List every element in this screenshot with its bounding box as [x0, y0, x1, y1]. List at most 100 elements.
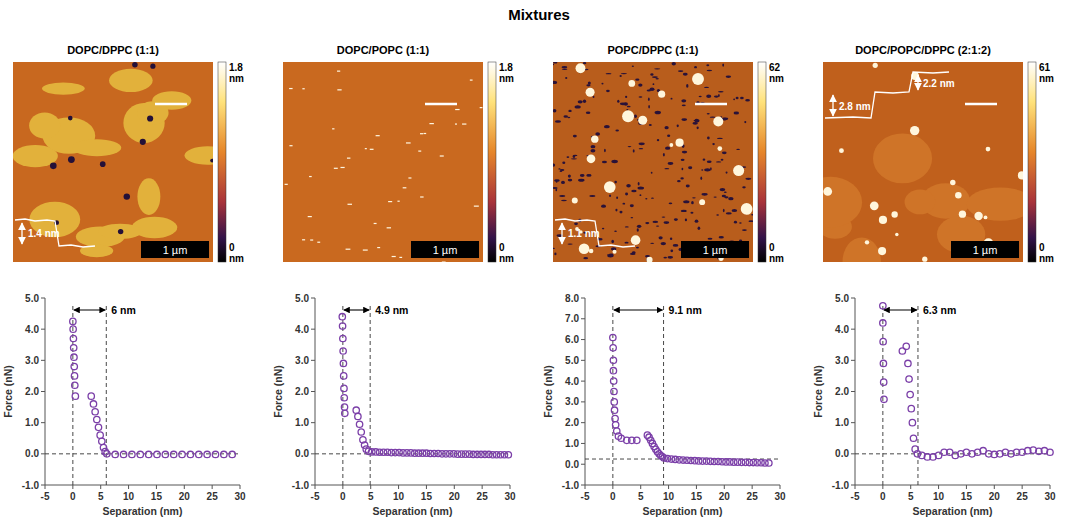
- defect: [707, 160, 712, 163]
- data-point: [112, 451, 118, 457]
- y-tick-label: 0.0: [565, 459, 579, 470]
- data-point: [353, 407, 359, 413]
- data-point: [909, 419, 915, 425]
- defect: [745, 99, 750, 101]
- speck: [455, 123, 457, 124]
- speck: [370, 149, 374, 150]
- defect: [656, 225, 659, 226]
- y-tick: [581, 318, 585, 319]
- defect: [553, 81, 557, 84]
- x-tick: [482, 485, 483, 489]
- colorbar: [1028, 62, 1036, 262]
- y-axis-title: Force (nN): [812, 365, 824, 418]
- colorbar-min: 0: [499, 242, 505, 253]
- data-point: [70, 335, 76, 341]
- x-tick-label: 5: [368, 491, 374, 502]
- defect: [616, 196, 618, 199]
- domain: [98, 224, 142, 239]
- vesicle: [870, 201, 879, 210]
- defect: [68, 156, 75, 163]
- defect: [630, 204, 634, 207]
- y-tick: [581, 485, 585, 486]
- data-point: [634, 437, 640, 443]
- defect: [736, 97, 739, 99]
- domain: [185, 146, 213, 164]
- defect: [586, 174, 591, 177]
- x-tick-label: 5: [638, 491, 644, 502]
- x-tick-label: 30: [1044, 491, 1056, 502]
- speck: [332, 128, 334, 129]
- defect: [627, 106, 631, 108]
- x-tick: [510, 485, 511, 489]
- data-point: [907, 391, 913, 397]
- data-point: [145, 451, 151, 457]
- panel-title: DOPC/POPC/DPPC (2:1:2): [855, 44, 991, 56]
- speck: [334, 168, 338, 169]
- defect: [683, 73, 688, 76]
- x-tick-label: 30: [234, 491, 246, 502]
- defect: [147, 115, 153, 121]
- vesicle: [891, 211, 897, 217]
- defect: [652, 221, 658, 223]
- domain: [137, 178, 160, 215]
- data-point: [179, 451, 185, 457]
- defect: [661, 242, 666, 245]
- defect: [672, 62, 676, 65]
- defect: [681, 210, 687, 212]
- height-profile: [555, 219, 635, 247]
- defect: [663, 257, 667, 259]
- data-point: [154, 451, 160, 457]
- y-tick-label: 3.0: [835, 355, 849, 366]
- data-point: [72, 382, 78, 388]
- y-axis-title: Force (nN): [272, 365, 284, 418]
- colorbar-max: 1.8: [229, 62, 243, 73]
- guide-line: [882, 304, 883, 485]
- speck: [406, 142, 411, 143]
- defect: [553, 64, 554, 65]
- defect: [625, 192, 628, 195]
- afm-panel: DOPC/POPC (1:1)1 µm1.8nm0nm: [283, 44, 514, 264]
- scale-line: [425, 103, 457, 106]
- x-tick-label: 0: [70, 491, 76, 502]
- colorbar-max: 1.8: [499, 62, 513, 73]
- height-profile: [15, 219, 95, 247]
- vesicle: [873, 63, 878, 68]
- y-tick: [851, 298, 855, 299]
- defect: [655, 78, 658, 79]
- data-point: [70, 345, 76, 351]
- speck: [285, 184, 288, 185]
- speck: [424, 133, 427, 134]
- data-point: [908, 405, 914, 411]
- y-tick-label: 3.0: [295, 355, 309, 366]
- defect: [726, 172, 728, 174]
- defect: [706, 95, 711, 98]
- colorbar-min: 0: [769, 242, 775, 253]
- guide-line: [106, 304, 107, 485]
- defect: [707, 113, 710, 114]
- defect: [639, 96, 643, 98]
- defect: [671, 98, 673, 100]
- domain: [42, 83, 85, 95]
- speck: [442, 261, 446, 262]
- defect: [210, 159, 213, 163]
- scale-bar-label: 1 µm: [973, 244, 998, 256]
- colorbar-unit: nm: [769, 73, 784, 84]
- defect: [657, 139, 659, 141]
- vesicle: [713, 117, 723, 127]
- data-point: [880, 320, 886, 326]
- x-tick-label: 0: [610, 491, 616, 502]
- data-point: [341, 385, 347, 391]
- defect: [663, 221, 669, 224]
- data-point: [99, 438, 105, 444]
- data-point: [104, 451, 110, 457]
- y-tick-label: 1.0: [565, 438, 579, 449]
- defect: [555, 189, 557, 192]
- colorbar-min: 0: [1039, 242, 1045, 253]
- vesicle: [638, 116, 647, 125]
- data-point: [187, 451, 193, 457]
- x-tick-label: 25: [477, 491, 489, 502]
- defect: [562, 66, 568, 68]
- speck: [440, 155, 444, 156]
- y-tick: [41, 485, 45, 486]
- panel-title: DOPC/DPPC (1:1): [67, 44, 159, 56]
